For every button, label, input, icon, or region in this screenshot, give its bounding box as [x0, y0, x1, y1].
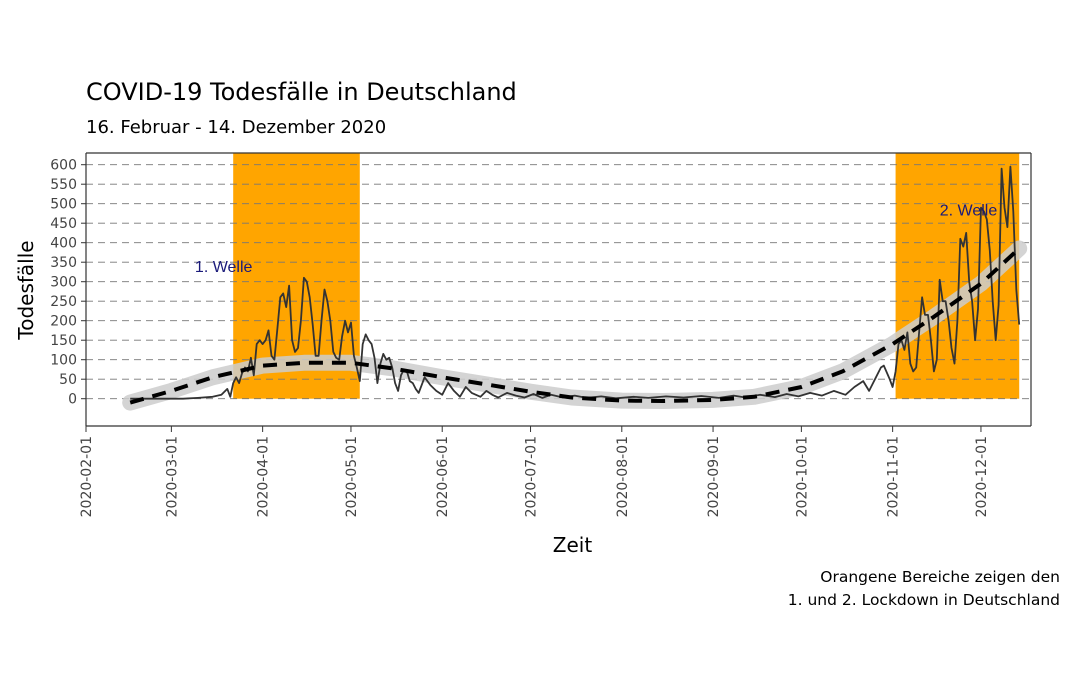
x-axis-label: Zeit: [552, 533, 593, 557]
y-tick-label: 100: [50, 353, 77, 369]
y-tick-label: 0: [68, 392, 77, 408]
y-tick-label: 500: [50, 197, 77, 213]
trend-series: [129, 247, 1021, 405]
y-axis-label: Todesfälle: [14, 240, 38, 340]
annotations: 1. Welle 2. Welle: [195, 202, 997, 276]
x-tick-label: 2020-08-01: [615, 436, 631, 517]
daily-deaths-line: [130, 165, 1021, 400]
chart-subtitle: 16. Februar - 14. Dezember 2020: [86, 117, 387, 138]
y-tick-label: 600: [50, 158, 77, 174]
x-tick-label: 2020-09-01: [706, 436, 722, 517]
wave-annotation-1: 1. Welle: [195, 259, 253, 276]
y-axis-ticks: 0 50 100 150 200 250 300 350 400 450 500 550 600: [50, 158, 86, 408]
y-tick-label: 350: [50, 255, 77, 271]
x-tick-label: 2020-10-01: [794, 436, 810, 517]
daily-deaths-series: [130, 165, 1021, 400]
plot-background: [86, 153, 1031, 426]
grid-lines: [86, 164, 1031, 400]
chart-title: COVID-19 Todesfälle in Deutschland: [86, 78, 517, 106]
caption-line-2: 1. und 2. Lockdown in Deutschland: [787, 591, 1060, 609]
trend-line: [129, 247, 1021, 405]
x-tick-label: 2020-03-01: [164, 436, 180, 517]
x-tick-label: 2020-12-01: [974, 436, 990, 517]
x-tick-label: 2020-06-01: [435, 436, 451, 517]
x-tick-label: 2020-02-01: [79, 436, 95, 517]
wave-annotation-2: 2. Welle: [940, 202, 998, 219]
y-tick-label: 200: [50, 314, 77, 330]
x-axis-ticks: 2020-02-01 2020-03-01 2020-04-01 2020-05-01…: [79, 426, 990, 517]
x-tick-label: 2020-05-01: [344, 436, 360, 517]
y-tick-label: 550: [50, 177, 77, 193]
caption: Orangene Bereiche zeigen den 1. und 2. L…: [788, 566, 1060, 612]
x-tick-label: 2020-11-01: [886, 436, 902, 517]
y-tick-label: 400: [50, 236, 77, 252]
caption-line-1: Orangene Bereiche zeigen den: [820, 568, 1060, 586]
y-tick-label: 50: [59, 372, 77, 388]
x-tick-label: 2020-07-01: [524, 436, 540, 517]
y-tick-label: 450: [50, 216, 77, 232]
y-tick-label: 150: [50, 333, 77, 349]
y-tick-label: 250: [50, 294, 77, 310]
x-tick-label: 2020-04-01: [256, 436, 272, 517]
y-tick-label: 300: [50, 275, 77, 291]
